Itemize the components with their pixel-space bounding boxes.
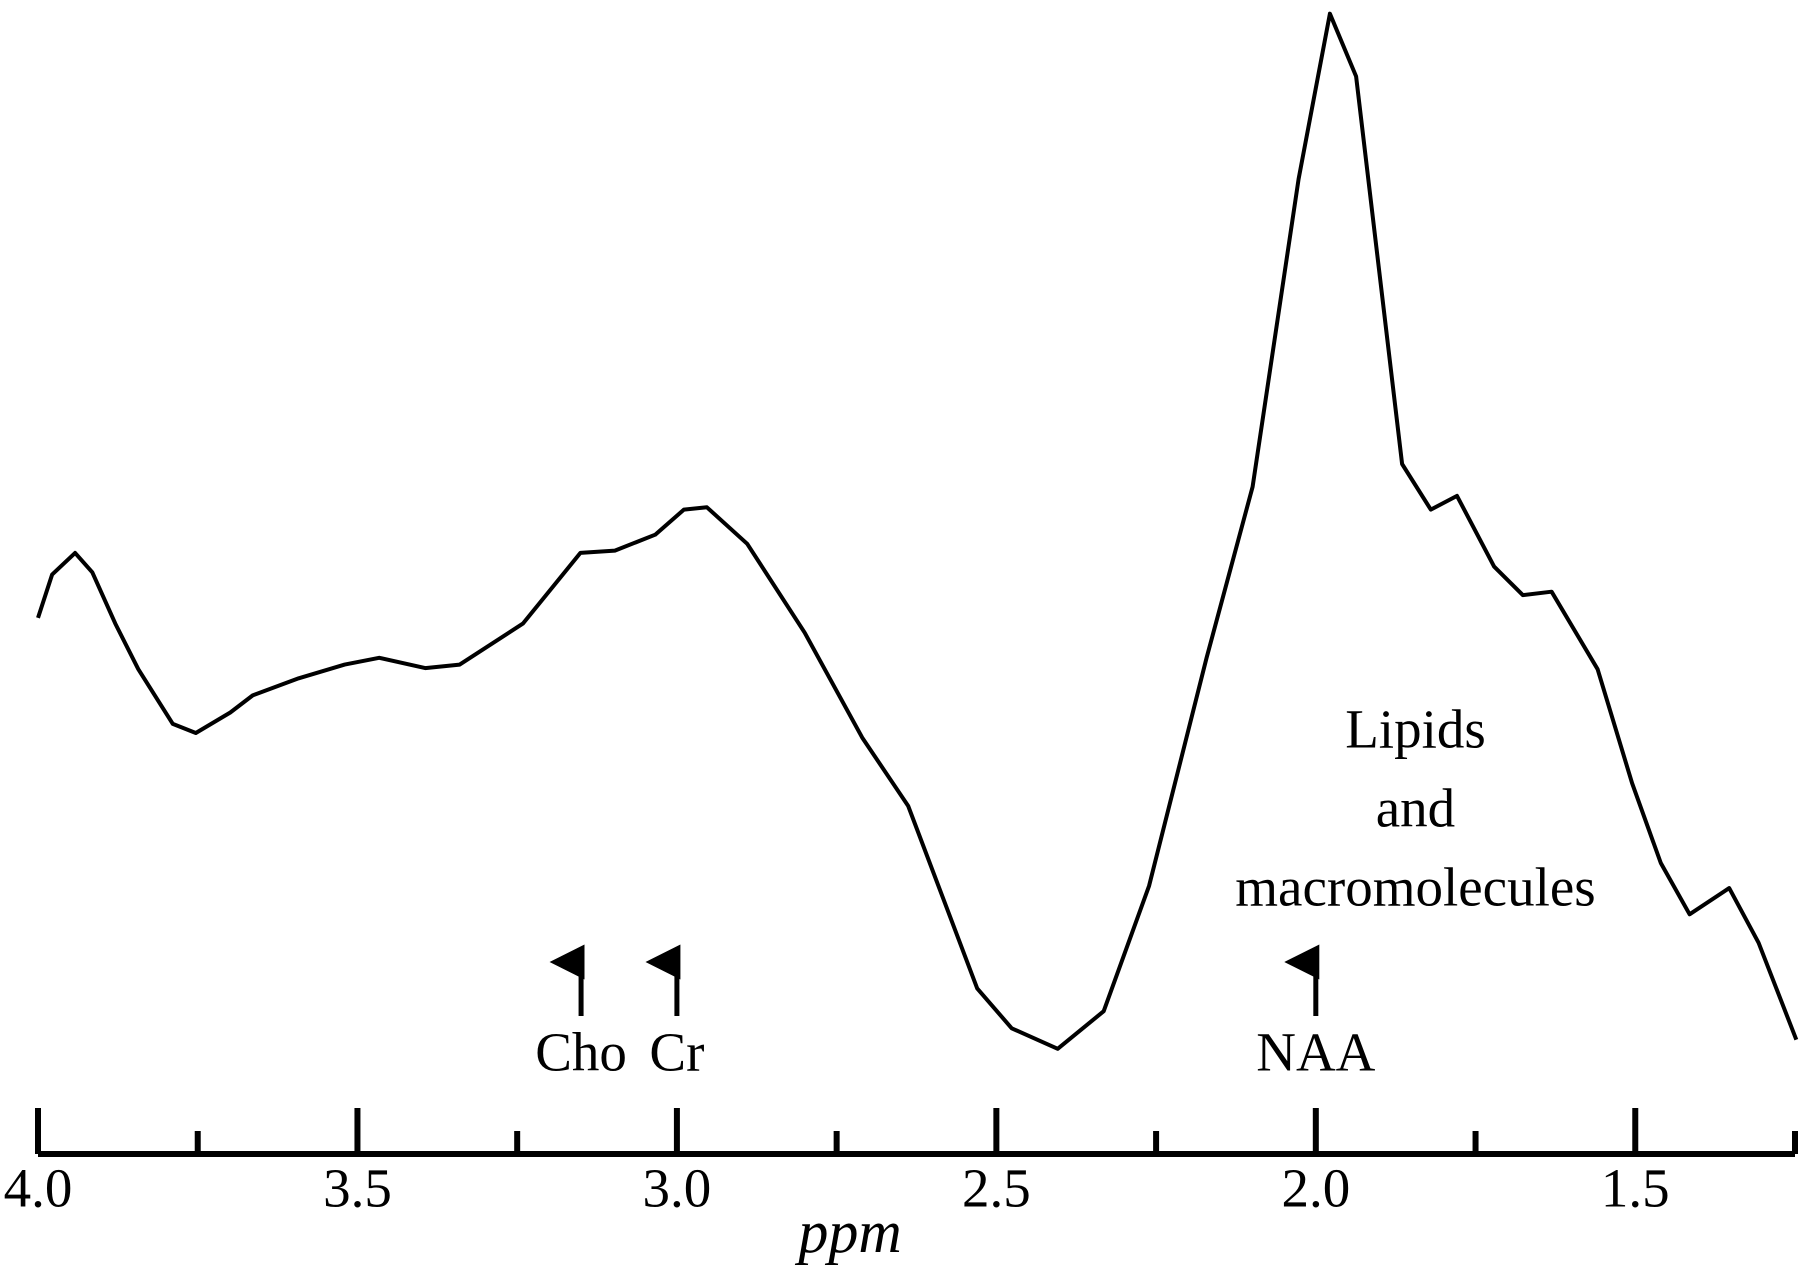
annotation-label: NAA	[1256, 1022, 1375, 1083]
x-tick-label: 3.0	[643, 1158, 712, 1219]
spectrum-line	[36, 11, 1799, 1051]
x-tick-label: 2.5	[962, 1158, 1031, 1219]
region-label: and	[1376, 778, 1455, 839]
x-tick-label: 1.5	[1601, 1158, 1670, 1219]
region-label: macromolecules	[1235, 857, 1595, 918]
x-tick-label: 2.0	[1281, 1158, 1350, 1219]
annotation-label: Cr	[649, 1022, 704, 1083]
region-label: Lipids	[1345, 699, 1486, 760]
x-axis-label: ppm	[794, 1199, 901, 1265]
x-tick-label: 4.0	[4, 1158, 73, 1219]
x-tick-label: 3.5	[323, 1158, 392, 1219]
annotation-label: Cho	[535, 1022, 627, 1083]
